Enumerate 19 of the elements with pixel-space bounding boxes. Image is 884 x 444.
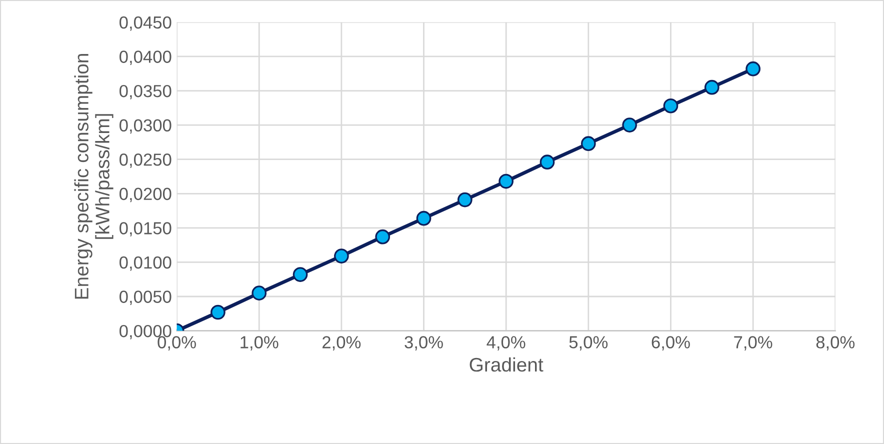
y-tick-label: 0,0250 — [120, 154, 172, 168]
y-tick-label: 0,0100 — [120, 256, 172, 271]
x-tick-label: 3,0% — [404, 336, 443, 350]
y-tick-label: 0,0200 — [120, 188, 172, 202]
y-tick-label: 0,0400 — [120, 50, 172, 65]
y-tick-label: 0,0050 — [120, 290, 172, 306]
y-tick-label: 0,0350 — [120, 84, 172, 100]
x-tick-label: 1,0% — [240, 336, 278, 350]
y-tick-label: 0,0150 — [120, 222, 172, 236]
x-axis-title: Gradient — [470, 357, 544, 372]
x-tick-label: 5,0% — [569, 336, 608, 350]
x-tick-label: 7,0% — [734, 336, 772, 350]
y-tick-label: 0,0300 — [120, 119, 172, 134]
x-tick-label: 2,0% — [322, 336, 361, 350]
y-tick-label: 0,0450 — [120, 16, 172, 31]
y-axis-title: Energy specific consumption [kWh/pass/km] — [74, 54, 114, 299]
x-tick-label: 4,0% — [486, 336, 526, 350]
x-tick-label: 8,0% — [816, 336, 855, 350]
x-tick-label: 6,0% — [652, 336, 690, 350]
